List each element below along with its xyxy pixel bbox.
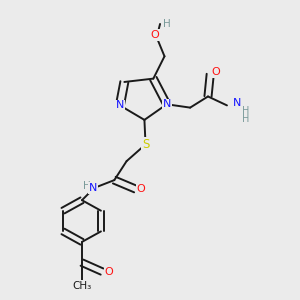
Text: N: N [116,100,124,110]
Text: O: O [212,67,220,77]
Text: H: H [82,181,90,191]
Text: S: S [142,138,149,151]
Text: O: O [137,184,146,194]
Text: O: O [104,267,113,277]
Text: N: N [89,183,97,193]
Text: H: H [163,19,171,29]
Text: CH₃: CH₃ [72,281,92,291]
Text: N: N [163,99,171,109]
Text: H: H [242,106,250,116]
Text: O: O [150,30,159,40]
Text: H: H [242,114,250,124]
Text: N: N [233,98,241,108]
